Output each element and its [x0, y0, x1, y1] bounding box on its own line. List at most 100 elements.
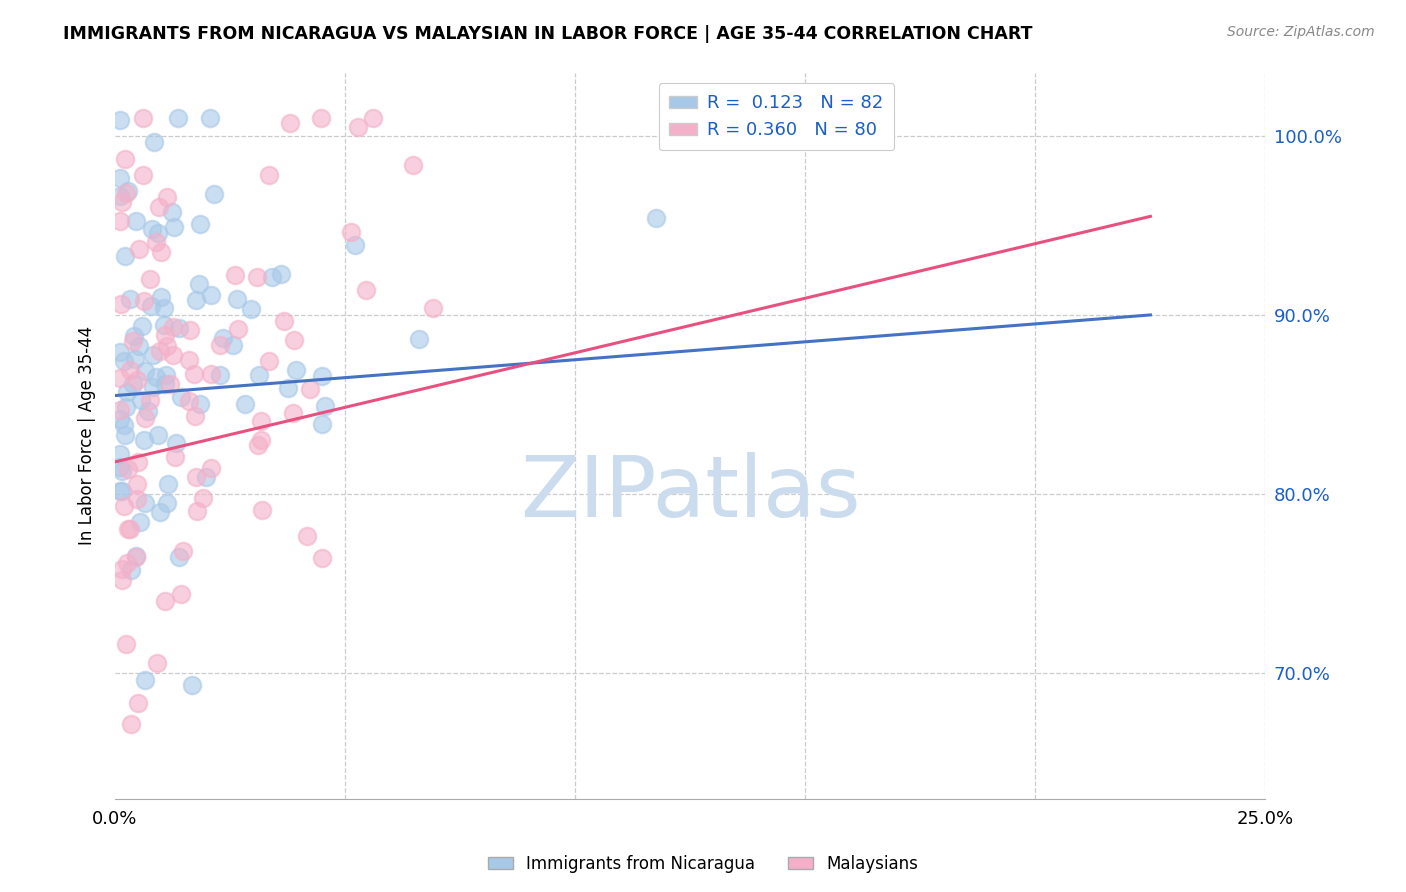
Point — [250, 433, 273, 447]
Point — [127, 455, 149, 469]
Point — [124, 549, 146, 564]
Point — [136, 404, 159, 418]
Y-axis label: In Labor Force | Age 35-44: In Labor Force | Age 35-44 — [79, 326, 96, 546]
Point — [146, 428, 169, 442]
Point — [283, 333, 305, 347]
Point — [153, 593, 176, 607]
Point — [128, 242, 150, 256]
Point — [139, 299, 162, 313]
Point — [202, 186, 225, 201]
Point — [139, 393, 162, 408]
Point — [134, 411, 156, 425]
Point — [149, 290, 172, 304]
Point — [184, 293, 207, 308]
Point — [170, 587, 193, 601]
Point — [249, 414, 271, 428]
Point — [162, 348, 184, 362]
Text: ZIPatlas: ZIPatlas — [520, 452, 860, 535]
Point — [224, 268, 246, 282]
Point — [108, 459, 131, 474]
Point — [177, 394, 200, 409]
Legend: R =  0.123   N = 82, R = 0.360   N = 80: R = 0.123 N = 82, R = 0.360 N = 80 — [658, 84, 894, 150]
Point — [247, 438, 270, 452]
Point — [134, 673, 156, 688]
Point — [340, 226, 363, 240]
Point — [211, 331, 233, 345]
Point — [162, 204, 184, 219]
Point — [167, 320, 190, 334]
Point — [150, 245, 173, 260]
Point — [187, 277, 209, 292]
Point — [645, 211, 668, 226]
Point — [193, 491, 215, 506]
Point — [285, 362, 308, 376]
Point — [180, 678, 202, 692]
Point — [125, 492, 148, 507]
Point — [222, 338, 245, 352]
Point — [259, 168, 281, 182]
Point — [200, 367, 222, 381]
Point — [120, 717, 142, 731]
Point — [114, 249, 136, 263]
Point — [115, 384, 138, 399]
Point — [108, 189, 131, 203]
Point — [120, 292, 142, 306]
Point — [259, 354, 281, 368]
Point — [148, 200, 170, 214]
Point — [145, 235, 167, 250]
Point — [114, 637, 136, 651]
Point — [170, 390, 193, 404]
Point — [124, 214, 146, 228]
Point — [408, 332, 430, 346]
Point — [422, 301, 444, 315]
Point — [108, 447, 131, 461]
Point — [118, 522, 141, 536]
Point — [152, 318, 174, 333]
Point — [146, 656, 169, 670]
Point — [149, 506, 172, 520]
Point — [283, 405, 305, 419]
Point — [200, 461, 222, 475]
Point — [156, 496, 179, 510]
Point — [125, 373, 148, 387]
Point — [163, 219, 186, 234]
Point — [132, 293, 155, 308]
Point — [252, 503, 274, 517]
Point — [165, 450, 187, 465]
Point — [311, 417, 333, 431]
Point — [114, 152, 136, 166]
Point — [278, 116, 301, 130]
Point — [311, 369, 333, 384]
Point — [108, 403, 131, 417]
Point — [145, 370, 167, 384]
Point — [122, 376, 145, 391]
Point — [108, 484, 131, 499]
Point — [156, 339, 179, 353]
Point — [139, 272, 162, 286]
Point — [111, 561, 134, 575]
Point — [117, 522, 139, 536]
Point — [200, 288, 222, 302]
Point — [157, 477, 180, 491]
Point — [149, 344, 172, 359]
Point — [112, 354, 135, 368]
Point — [309, 111, 332, 125]
Point — [115, 400, 138, 414]
Point — [141, 221, 163, 235]
Point — [112, 499, 135, 513]
Point — [120, 563, 142, 577]
Point — [226, 293, 249, 307]
Point — [114, 428, 136, 442]
Point — [125, 550, 148, 565]
Point — [183, 367, 205, 381]
Point — [194, 470, 217, 484]
Point — [127, 696, 149, 710]
Point — [108, 112, 131, 127]
Point — [177, 353, 200, 368]
Point — [134, 433, 156, 447]
Point — [184, 409, 207, 424]
Point — [142, 135, 165, 149]
Point — [299, 382, 322, 396]
Point — [111, 194, 134, 209]
Point — [108, 412, 131, 426]
